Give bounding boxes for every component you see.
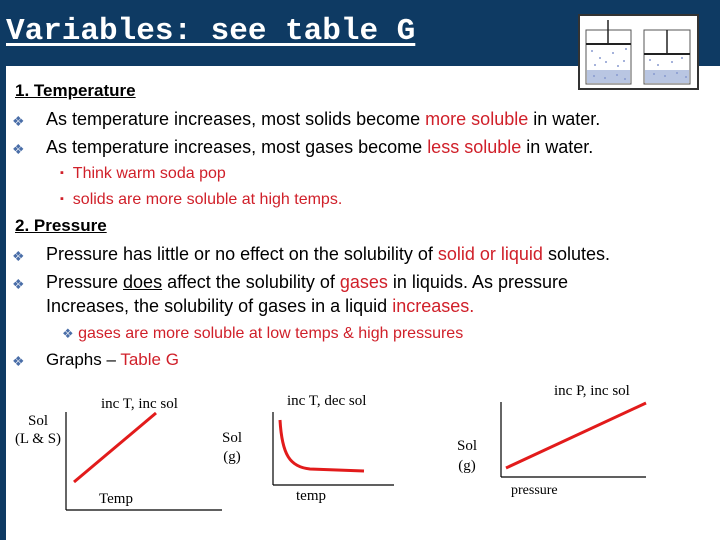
bullet-temp-gases: As temperature increases, most gases bec… [46,137,594,157]
bullet-diamond-icon: ❖ [62,326,74,341]
graph3-title: inc P, inc sol [554,383,630,399]
graph1-xlabel: Temp [99,491,133,507]
graph2-ylabel-line2: (g) [223,449,241,465]
section-heading-temperature: 1. Temperature [15,81,136,100]
graph3-plot [500,401,647,478]
sub-bullet-dot-icon: ▪ [60,193,64,205]
bullet-diamond-icon: ❖ [12,248,25,264]
content-panel [6,66,720,540]
sub-bullet-gases-low-temps: ❖ gases are more soluble at low temps & … [62,325,464,342]
sub-bullet-solids-high-temps: ▪ solids are more soluble at high temps. [60,191,343,208]
graph2-plot [272,412,394,486]
graph2-curve [278,419,365,473]
sub-bullet-dot-icon: ▪ [60,167,64,179]
section-heading-pressure: 2. Pressure [15,216,107,235]
graph3-ylabel-line2: (g) [458,458,476,474]
bullet-diamond-icon: ❖ [12,141,25,157]
graph3-xlabel: pressure [511,483,558,498]
slide-title: Variables: see table G [6,14,416,49]
bullet-pressure-gases-line1: Pressure does affect the solubility of g… [46,272,568,292]
graph1-title: inc T, inc sol [101,396,178,412]
graph1-ylabel-line2: (L & S) [14,431,62,447]
beaker-drawing [585,20,691,85]
graph2-xlabel: temp [296,488,326,504]
graph3-ylabel-line1: Sol [456,438,477,454]
graph3-curve [505,401,647,470]
graph1-ylabel-line1: Sol [27,413,48,429]
beaker-illustration [578,14,699,90]
graph2-ylabel-line1: Sol [221,430,242,446]
bullet-diamond-icon: ❖ [12,113,25,129]
sub-bullet-soda: ▪ Think warm soda pop [60,165,226,182]
graph2-title: inc T, dec sol [287,393,367,409]
bullet-diamond-icon: ❖ [12,276,25,292]
graph1-curve [73,411,157,484]
graph1-plot [65,411,222,511]
bullet-graphs: Graphs – Table G [46,350,179,369]
bullet-pressure-gases-line2: Increases, the solubility of gases in a … [46,296,475,316]
left-accent-bar [0,66,6,540]
bullet-pressure-solids: Pressure has little or no effect on the … [46,244,610,264]
bullet-diamond-icon: ❖ [12,353,25,369]
bullet-temp-solids: As temperature increases, most solids be… [46,109,601,129]
